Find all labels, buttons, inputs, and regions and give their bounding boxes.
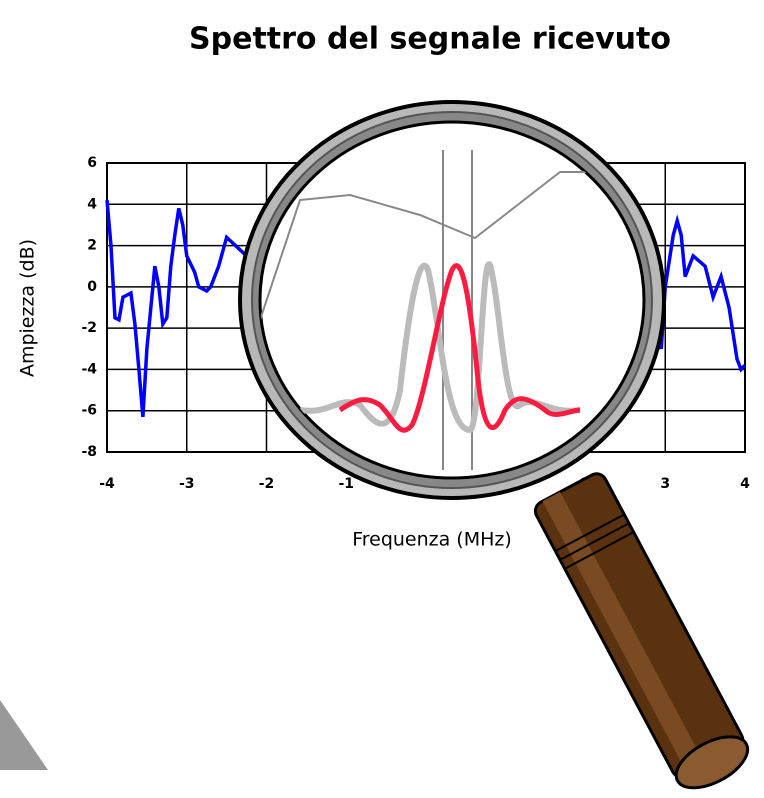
x-tick-label: 4 [740, 476, 750, 492]
handle [532, 470, 756, 798]
y-tick-label: -6 [81, 403, 97, 419]
x-tick-label: -3 [179, 476, 195, 492]
x-tick-label: -4 [99, 476, 115, 492]
x-tick-label: 3 [660, 476, 670, 492]
y-tick-label: -2 [81, 320, 97, 336]
x-tick-label: -2 [259, 476, 275, 492]
y-tick-label: 0 [87, 279, 97, 295]
y-tick-label: -4 [81, 361, 97, 377]
x-tick-label: -1 [338, 476, 354, 492]
y-tick-label: -8 [81, 444, 97, 460]
chart: Spettro del segnale ricevuto Ampiezza (d… [0, 0, 764, 798]
y-tick-label: 4 [87, 196, 97, 212]
y-tick-label: 2 [87, 238, 97, 254]
y-tick-label: 6 [87, 155, 97, 171]
decoration [0, 700, 48, 770]
y-axis-label: Ampiezza (dB) [17, 239, 39, 377]
x-axis-label: Frequenza (MHz) [352, 529, 512, 551]
chart-title: Spettro del segnale ricevuto [189, 22, 671, 57]
